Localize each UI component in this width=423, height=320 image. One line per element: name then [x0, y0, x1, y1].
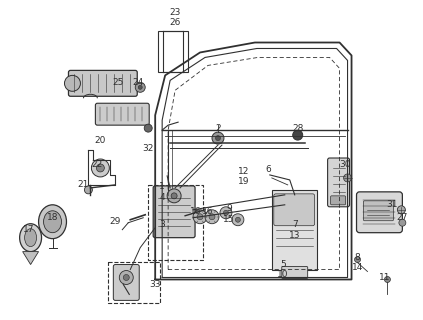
Circle shape: [385, 276, 390, 283]
FancyBboxPatch shape: [153, 186, 195, 238]
FancyBboxPatch shape: [113, 265, 139, 300]
Circle shape: [236, 217, 240, 222]
FancyBboxPatch shape: [331, 196, 346, 205]
Ellipse shape: [38, 205, 66, 239]
Circle shape: [197, 214, 203, 220]
Text: 2: 2: [215, 124, 221, 132]
Circle shape: [343, 174, 352, 182]
Text: 14: 14: [352, 263, 363, 272]
Text: 28: 28: [292, 124, 303, 132]
Circle shape: [91, 159, 109, 177]
Circle shape: [354, 257, 360, 262]
Text: 24: 24: [133, 78, 144, 87]
Ellipse shape: [25, 229, 36, 247]
Circle shape: [293, 130, 303, 140]
Text: 16: 16: [190, 207, 202, 216]
Circle shape: [96, 164, 104, 172]
Circle shape: [205, 210, 219, 224]
Circle shape: [193, 210, 207, 224]
FancyBboxPatch shape: [69, 70, 137, 96]
FancyBboxPatch shape: [274, 194, 315, 226]
Text: 7: 7: [292, 220, 298, 229]
Text: 33: 33: [149, 280, 161, 289]
Text: 13: 13: [289, 231, 300, 240]
FancyBboxPatch shape: [282, 267, 308, 278]
Text: 18: 18: [47, 213, 58, 222]
Text: 6: 6: [265, 165, 271, 174]
Circle shape: [64, 76, 80, 91]
Bar: [108, 261, 160, 303]
Text: 3: 3: [159, 220, 165, 229]
Bar: [272, 190, 317, 269]
FancyBboxPatch shape: [95, 103, 149, 125]
Text: 29: 29: [110, 217, 121, 226]
Text: 8: 8: [354, 253, 360, 262]
Circle shape: [167, 189, 181, 203]
Circle shape: [135, 82, 145, 92]
Bar: [158, 31, 188, 72]
Circle shape: [144, 124, 152, 132]
Ellipse shape: [19, 224, 41, 252]
Bar: [148, 185, 203, 260]
Text: 20: 20: [95, 136, 106, 145]
Text: 12: 12: [238, 167, 250, 176]
Text: 17: 17: [23, 225, 34, 234]
Circle shape: [232, 214, 244, 226]
Circle shape: [397, 206, 405, 214]
Text: 25: 25: [113, 78, 124, 87]
Circle shape: [220, 207, 232, 219]
Text: 27: 27: [397, 213, 408, 222]
Text: 23: 23: [170, 8, 181, 17]
Circle shape: [171, 193, 177, 199]
Text: 19: 19: [238, 177, 250, 187]
Text: 4: 4: [159, 193, 165, 202]
Text: 22: 22: [92, 160, 103, 170]
Text: 32: 32: [143, 144, 154, 153]
Circle shape: [223, 210, 228, 215]
Circle shape: [85, 186, 92, 194]
Text: 5: 5: [280, 260, 286, 269]
FancyBboxPatch shape: [328, 158, 349, 207]
Ellipse shape: [44, 211, 61, 233]
FancyBboxPatch shape: [363, 201, 393, 221]
Text: 26: 26: [170, 18, 181, 27]
Text: 30: 30: [339, 160, 350, 170]
Text: 1: 1: [159, 182, 165, 191]
Circle shape: [399, 219, 406, 226]
Circle shape: [138, 85, 142, 89]
Text: 9: 9: [226, 204, 232, 213]
Text: 16: 16: [202, 207, 214, 216]
Text: 21: 21: [78, 180, 89, 189]
Circle shape: [123, 275, 129, 280]
Circle shape: [212, 132, 224, 144]
Circle shape: [215, 136, 220, 140]
Polygon shape: [22, 252, 38, 265]
Text: 11: 11: [379, 273, 390, 282]
Text: 31: 31: [387, 200, 398, 209]
Circle shape: [209, 214, 215, 220]
Text: 10: 10: [277, 270, 288, 279]
FancyBboxPatch shape: [357, 192, 402, 233]
Text: 15: 15: [223, 215, 235, 224]
Circle shape: [119, 270, 133, 284]
